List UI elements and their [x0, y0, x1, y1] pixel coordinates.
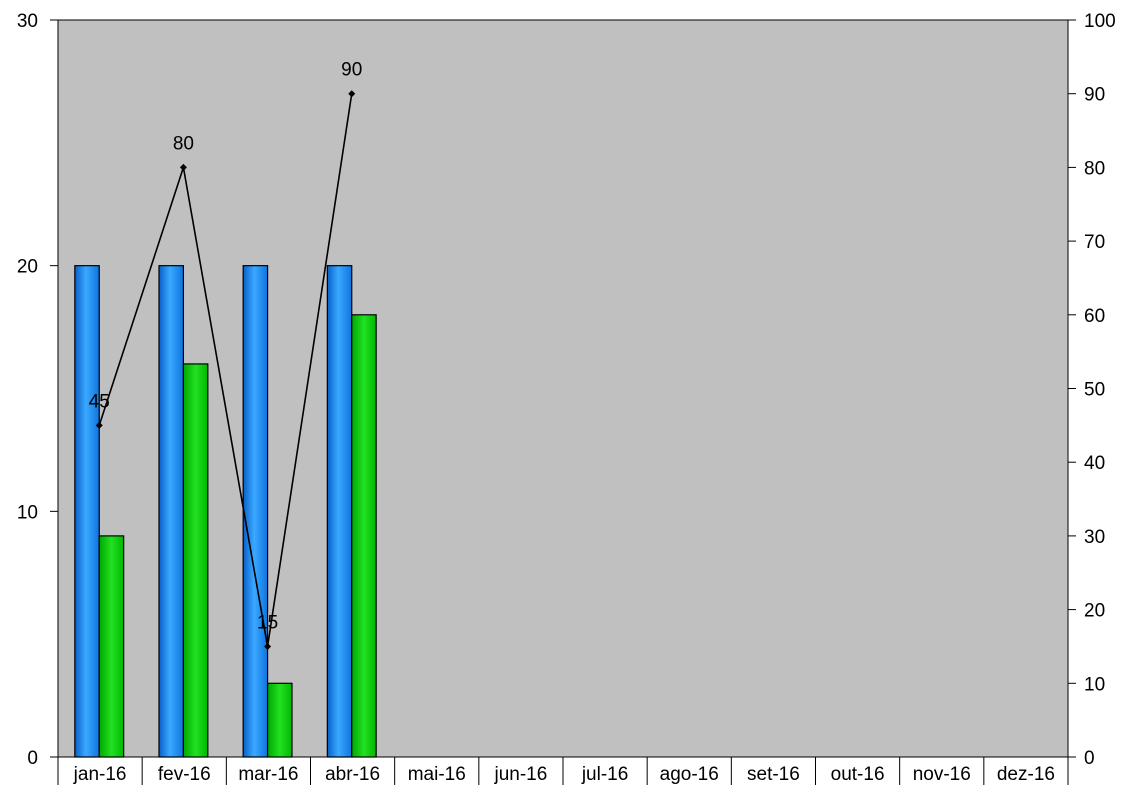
bar-series-2-bar [351, 314, 377, 758]
x-axis-category-label: dez-16 [997, 764, 1055, 785]
x-axis-category-label: jan-16 [73, 764, 127, 785]
right-axis-tick-label: 30 [1084, 527, 1105, 548]
line-point [95, 421, 103, 429]
bar-series-1-bar [326, 265, 353, 758]
line-point [348, 90, 356, 98]
line-data-label: 90 [341, 60, 362, 81]
right-axis-tick-label: 100 [1084, 11, 1116, 32]
right-axis-tick-label: 0 [1084, 748, 1095, 769]
right-axis-tick-label: 50 [1084, 380, 1105, 401]
right-axis-tick-label: 10 [1084, 674, 1105, 695]
x-axis-category-label: set-16 [747, 764, 800, 785]
bar-series-1-bar [242, 265, 269, 758]
bar-series-2-bar [182, 363, 209, 758]
right-axis-tick-label: 90 [1084, 85, 1105, 106]
line-data-label: 45 [89, 391, 110, 412]
x-axis-category-label: mai-16 [408, 764, 466, 785]
x-axis-category-label: out-16 [831, 764, 885, 785]
right-axis-tick-label: 20 [1084, 601, 1105, 622]
line-data-label: 80 [173, 133, 194, 154]
right-axis-tick-label: 70 [1084, 232, 1105, 253]
right-axis-tick-label: 60 [1084, 306, 1105, 327]
x-axis-category-label: mar-16 [238, 764, 298, 785]
x-axis-category-label: ago-16 [660, 764, 719, 785]
right-axis-tick-label: 40 [1084, 453, 1105, 474]
line-point [264, 642, 272, 650]
left-axis-tick-label: 20 [17, 257, 38, 278]
right-axis-tick-label: 80 [1084, 158, 1105, 179]
bar-series-2-bar [266, 682, 293, 758]
left-axis-tick-label: 0 [27, 748, 38, 769]
x-axis-category-label: fev-16 [158, 764, 211, 785]
left-axis-tick-label: 30 [17, 11, 38, 32]
bar-series-1-bar [74, 265, 100, 758]
x-axis-category-label: abr-16 [325, 764, 380, 785]
left-axis-tick-label: 10 [17, 502, 38, 523]
bar-series-1-bar [158, 265, 185, 758]
line-data-label: 15 [257, 612, 278, 633]
plot-area [57, 19, 1069, 758]
line-series [98, 93, 353, 647]
line-point [179, 163, 187, 171]
bar-series-2-bar [98, 535, 125, 758]
x-axis-category-label: jun-16 [494, 764, 548, 785]
x-axis-category-label: nov-16 [913, 764, 971, 785]
x-axis-category-label: jul-16 [581, 764, 628, 785]
